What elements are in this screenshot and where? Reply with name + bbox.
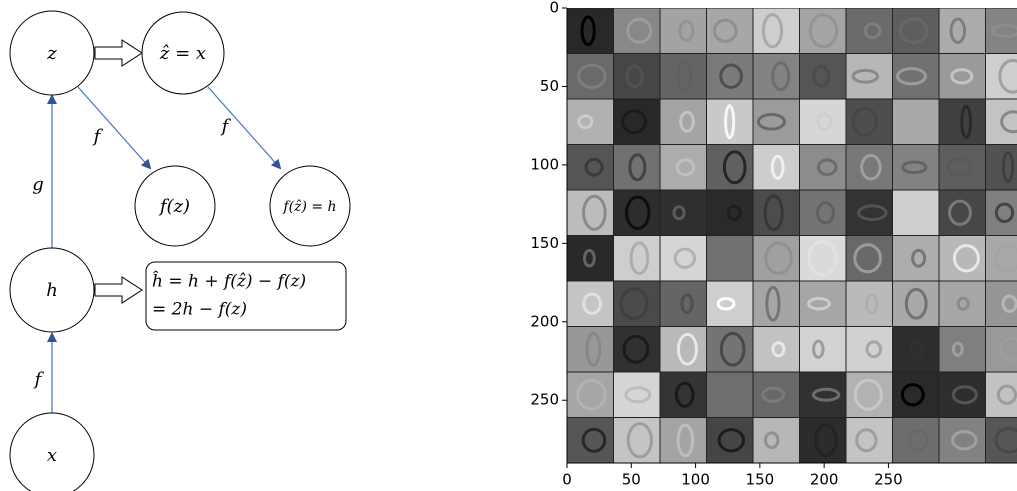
tile — [986, 418, 1017, 464]
tile — [660, 145, 707, 191]
tile — [893, 190, 940, 236]
node-label: ẑ = x — [159, 43, 206, 64]
tile — [753, 418, 800, 464]
tile — [614, 54, 661, 100]
x-tick-label: 150 — [746, 471, 775, 489]
tile — [986, 372, 1017, 418]
tile — [753, 145, 800, 191]
hollow-arrow — [95, 277, 142, 303]
tile — [800, 190, 847, 236]
x-tick-label: 100 — [681, 471, 710, 489]
tile — [567, 145, 614, 191]
tile — [893, 236, 940, 282]
tile — [939, 190, 986, 236]
tile — [567, 281, 614, 327]
tile — [939, 145, 986, 191]
tile — [753, 327, 800, 373]
tile — [893, 327, 940, 373]
x-tick-label: 200 — [810, 471, 839, 489]
box-line: = 2h − f(z) — [152, 300, 247, 320]
tile — [660, 236, 707, 282]
y-tick-label: 250 — [530, 391, 559, 409]
tile — [567, 236, 614, 282]
node-label: h — [46, 280, 58, 301]
tile — [939, 54, 986, 100]
tile — [846, 327, 893, 373]
tile — [660, 327, 707, 373]
tile — [800, 99, 847, 145]
tile — [660, 99, 707, 145]
y-tick-label: 150 — [530, 234, 559, 252]
tile — [707, 418, 754, 464]
node-label: x — [47, 445, 57, 466]
y-tick-label: 100 — [530, 155, 559, 173]
tile — [846, 8, 893, 54]
y-tick-label: 0 — [549, 0, 559, 17]
edge-label: f — [220, 116, 232, 137]
tile — [614, 99, 661, 145]
tile — [893, 418, 940, 464]
tile — [939, 372, 986, 418]
x-tick-label: 250 — [874, 471, 903, 489]
tile — [800, 145, 847, 191]
tile — [893, 145, 940, 191]
tile — [614, 372, 661, 418]
tile — [986, 8, 1017, 54]
tile — [707, 54, 754, 100]
tile — [939, 418, 986, 464]
tile — [614, 327, 661, 373]
tile — [567, 418, 614, 464]
tile — [753, 54, 800, 100]
tile — [707, 281, 754, 327]
tile — [939, 281, 986, 327]
tile — [614, 145, 661, 191]
tile — [660, 8, 707, 54]
node-label: f(ẑ) = h — [282, 198, 336, 215]
hollow-arrow — [95, 40, 142, 66]
tile — [753, 99, 800, 145]
tile — [846, 236, 893, 282]
tile — [567, 99, 614, 145]
y-tick-label: 50 — [540, 77, 559, 95]
diagram: z ẑ = x f(z) f(ẑ) = h h x ĥ = h + f(ẑ) −… — [10, 11, 350, 491]
tile — [567, 8, 614, 54]
node-label: f(z) — [158, 196, 190, 217]
arrow — [208, 87, 280, 168]
tile — [893, 372, 940, 418]
figure: z ẑ = x f(z) f(ẑ) = h h x ĥ = h + f(ẑ) −… — [0, 0, 1017, 491]
arrow — [78, 87, 150, 168]
edge-label: f — [92, 126, 104, 147]
tile — [939, 8, 986, 54]
tile — [660, 372, 707, 418]
node-label: z — [46, 43, 57, 64]
tile — [800, 281, 847, 327]
edge-label: f — [33, 369, 45, 390]
image — [567, 8, 1017, 463]
x-tick-label: 50 — [622, 471, 641, 489]
tile — [893, 281, 940, 327]
tile — [986, 281, 1017, 327]
tile — [800, 54, 847, 100]
tile — [707, 236, 754, 282]
tile — [846, 145, 893, 191]
tile — [986, 236, 1017, 282]
y-tick-label: 200 — [530, 312, 559, 330]
x-tick-label: 0 — [562, 471, 572, 489]
tile — [614, 8, 661, 54]
edge-label: g — [32, 174, 44, 195]
box-line: ĥ = h + f(ẑ) − f(z) — [152, 271, 306, 292]
tile — [893, 54, 940, 100]
tile — [846, 418, 893, 464]
tile — [753, 372, 800, 418]
tile — [846, 281, 893, 327]
